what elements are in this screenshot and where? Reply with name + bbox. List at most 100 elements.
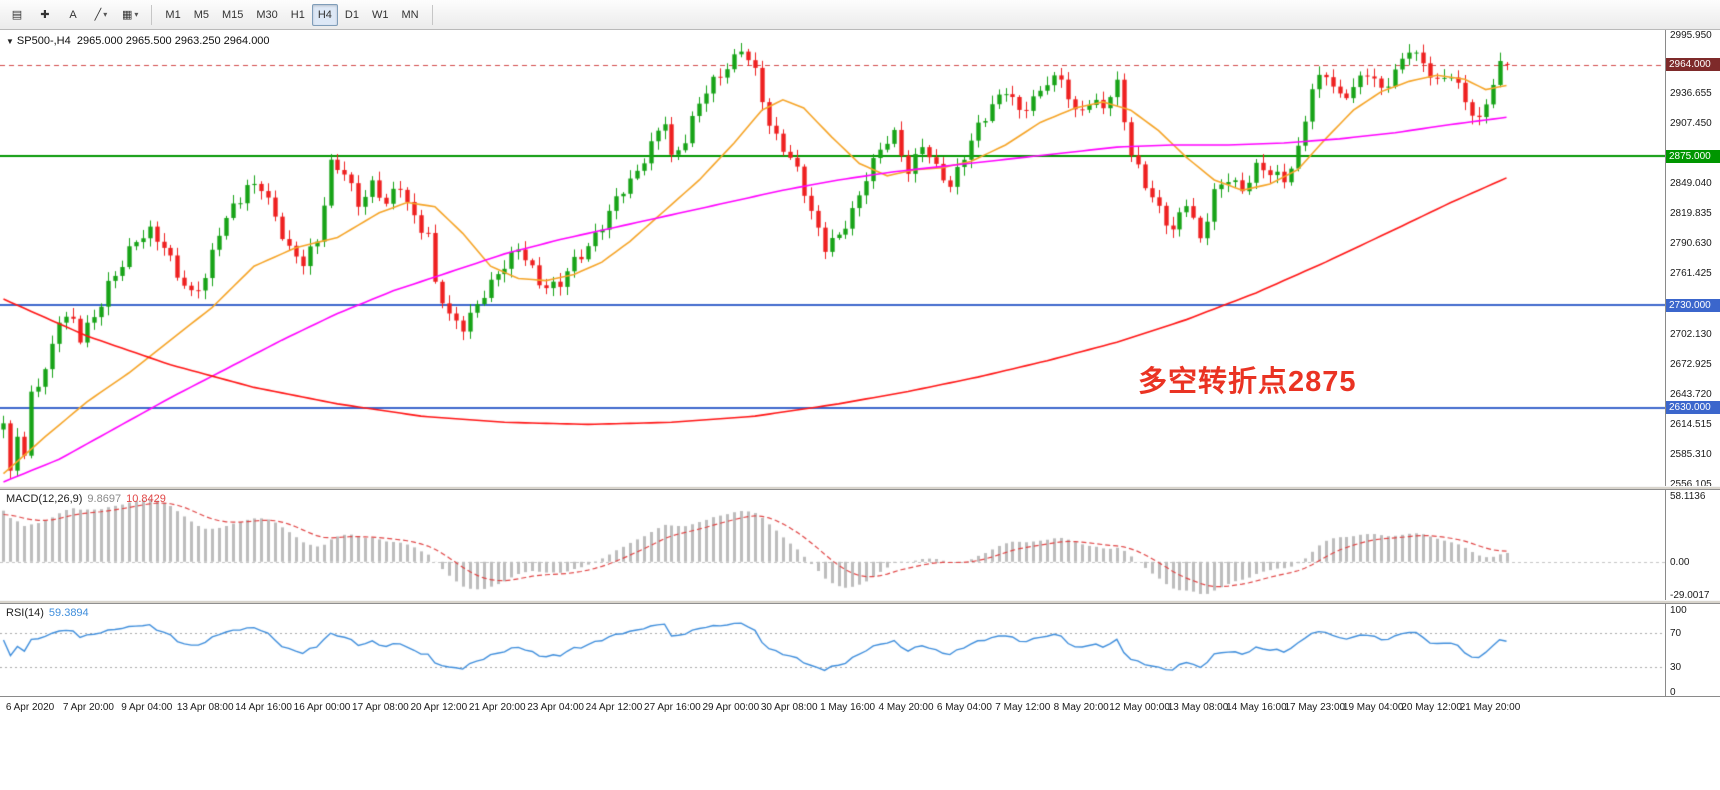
time-label: 30 Apr 08:00: [760, 702, 818, 713]
timeframe-button-h4[interactable]: H4: [311, 3, 338, 26]
rsi-axis[interactable]: 100 70 30 0: [1665, 604, 1720, 696]
time-label: 13 Apr 08:00: [176, 702, 234, 713]
price-tick: 2585.310: [1670, 448, 1712, 460]
trendline-tool-button[interactable]: ╱ ▾: [88, 4, 114, 26]
timeframe-button-d1[interactable]: D1: [344, 8, 359, 21]
bid-price-box: 2964.000: [1666, 58, 1720, 72]
macd-canvas[interactable]: [0, 490, 1665, 600]
crosshair-tool-button[interactable]: ✚: [32, 4, 58, 26]
timeframe-button-h1[interactable]: H1: [290, 8, 305, 21]
time-label: 6 May 04:00: [936, 702, 992, 713]
time-label: 20 Apr 12:00: [410, 702, 468, 713]
charts-tool-button[interactable]: ▤: [4, 4, 30, 26]
ohlc-values: 2965.000 2965.500 2963.250 2964.000: [76, 35, 270, 47]
rsi-panel: RSI(14) 59.3894 100 70 30 0: [0, 604, 1720, 696]
chevron-down-icon: ▾: [134, 10, 139, 19]
chart-text-annotation[interactable]: 多空转折点2875: [1138, 366, 1357, 398]
time-label: 4 May 20:00: [878, 702, 934, 713]
price-tick: 2556.105: [1670, 478, 1712, 486]
rsi-tick: 30: [1670, 661, 1682, 673]
time-label: 12 May 00:00: [1109, 702, 1170, 713]
price-tick: 2643.720: [1670, 388, 1712, 400]
window-footer: [0, 718, 1720, 790]
macd-panel: MACD(12,26,9) 9.8697 10.8429 58.1136 0.00 -2…: [0, 490, 1720, 600]
price-tick: 2849.040: [1670, 177, 1712, 189]
panel-splitter[interactable]: [0, 486, 1720, 490]
toolbar: ▤ ✚ A ╱ ▾ ▦ ▾ M1 M5 M15 M30 H1 H4 D1 W1 MN: [0, 0, 1720, 30]
price-tick: 2790.630: [1670, 237, 1712, 249]
macd-label-line: MACD(12,26,9) 9.8697 10.8429: [6, 493, 171, 505]
time-label: 1 May 16:00: [820, 702, 876, 713]
time-axis[interactable]: 6 Apr 2020 7 Apr 20:00 9 Apr 04:00 13 Apr 0…: [0, 696, 1720, 718]
macd-signal-value: 10.8429: [126, 493, 166, 505]
time-label: 21 Apr 20:00: [468, 702, 526, 713]
time-label: 7 May 12:00: [995, 702, 1051, 713]
time-label: 7 Apr 20:00: [62, 702, 114, 713]
symbol-ohlc-line: ▼ SP500-,H4 2965.000 2965.500 2963.250 29…: [6, 35, 270, 47]
price-chart-canvas[interactable]: [0, 30, 1665, 486]
price-tick: 2702.130: [1670, 328, 1712, 340]
toolbar-separator: [151, 4, 153, 25]
rsi-tick: 0: [1670, 687, 1676, 696]
panel-splitter[interactable]: [0, 600, 1720, 604]
macd-name: MACD(12,26,9): [6, 493, 83, 505]
main-price-panel: ▼ SP500-,H4 2965.000 2965.500 2963.250 29…: [0, 30, 1720, 486]
level-price-box: 2630.000: [1666, 401, 1720, 415]
rsi-tick: 100: [1670, 605, 1687, 616]
rsi-canvas[interactable]: [0, 604, 1665, 696]
level-price-box: 2875.000: [1666, 149, 1720, 163]
time-label: 21 May 20:00: [1459, 702, 1521, 713]
toolbar-separator: [431, 4, 433, 25]
time-label: 14 Apr 16:00: [235, 702, 292, 713]
tool-buttons-group: ▤ ✚ A ╱ ▾ ▦ ▾: [4, 4, 144, 26]
timeframe-buttons-group: M1 M5 M15 M30 H1 H4 D1 W1 MN: [159, 3, 424, 26]
price-tick: 2614.515: [1670, 418, 1712, 430]
time-label: 13 May 08:00: [1167, 702, 1229, 713]
timeframe-button-m1[interactable]: M1: [165, 8, 181, 21]
macd-tick: 58.1136: [1670, 491, 1706, 502]
timeframe-button-m15[interactable]: M15: [221, 8, 244, 21]
time-label: 14 May 16:00: [1226, 702, 1287, 713]
time-label: 23 Apr 04:00: [527, 702, 584, 713]
time-label: 19 May 04:00: [1342, 702, 1404, 713]
price-axis[interactable]: 2995.950 2936.655 2907.450 2849.040 2819.835…: [1665, 30, 1720, 486]
macd-axis[interactable]: 58.1136 0.00 -29.0017: [1665, 490, 1720, 600]
symbol-name: SP500-,H4: [16, 35, 71, 47]
timeframe-button-mn[interactable]: MN: [401, 8, 419, 21]
chevron-down-icon: ▾: [103, 10, 108, 19]
time-label: 24 Apr 12:00: [585, 702, 643, 713]
text-label-icon: A: [69, 8, 77, 21]
rsi-label-line: RSI(14) 59.3894: [6, 607, 94, 619]
text-label-tool-button[interactable]: A: [60, 4, 86, 26]
price-tick: 2936.655: [1670, 88, 1712, 99]
price-tick: 2907.450: [1670, 117, 1712, 129]
charts-icon: ▤: [11, 9, 23, 21]
macd-tick: -29.0017: [1670, 590, 1710, 600]
level-price-box: 2730.000: [1666, 298, 1720, 312]
price-tick: 2672.925: [1670, 358, 1712, 370]
trendline-icon: ╱: [94, 9, 102, 21]
timeframe-button-m5[interactable]: M5: [193, 8, 209, 21]
timeframe-button-w1[interactable]: W1: [371, 8, 389, 21]
time-label: 8 May 20:00: [1053, 702, 1109, 713]
symbol-dropdown-icon: ▼: [6, 37, 14, 46]
shapes-icon: ▦: [122, 9, 133, 21]
time-label: 29 Apr 00:00: [702, 702, 760, 713]
rsi-tick: 70: [1670, 628, 1682, 640]
price-tick: 2995.950: [1670, 30, 1712, 41]
time-label: 6 Apr 2020: [5, 702, 55, 713]
shapes-tool-button[interactable]: ▦ ▾: [116, 4, 144, 26]
price-tick: 2819.835: [1670, 207, 1712, 219]
time-label: 27 Apr 16:00: [644, 702, 701, 713]
crosshair-icon: ✚: [40, 9, 50, 21]
rsi-name: RSI(14): [6, 607, 44, 619]
price-tick: 2761.425: [1670, 267, 1712, 279]
time-label: 17 May 23:00: [1284, 702, 1346, 713]
time-label: 20 May 12:00: [1401, 702, 1462, 713]
timeframe-button-m30[interactable]: M30: [256, 8, 278, 21]
time-label: 16 Apr 00:00: [293, 702, 351, 713]
time-label: 17 Apr 08:00: [352, 702, 409, 713]
time-label: 9 Apr 04:00: [121, 702, 173, 713]
macd-tick: 0.00: [1670, 556, 1690, 568]
